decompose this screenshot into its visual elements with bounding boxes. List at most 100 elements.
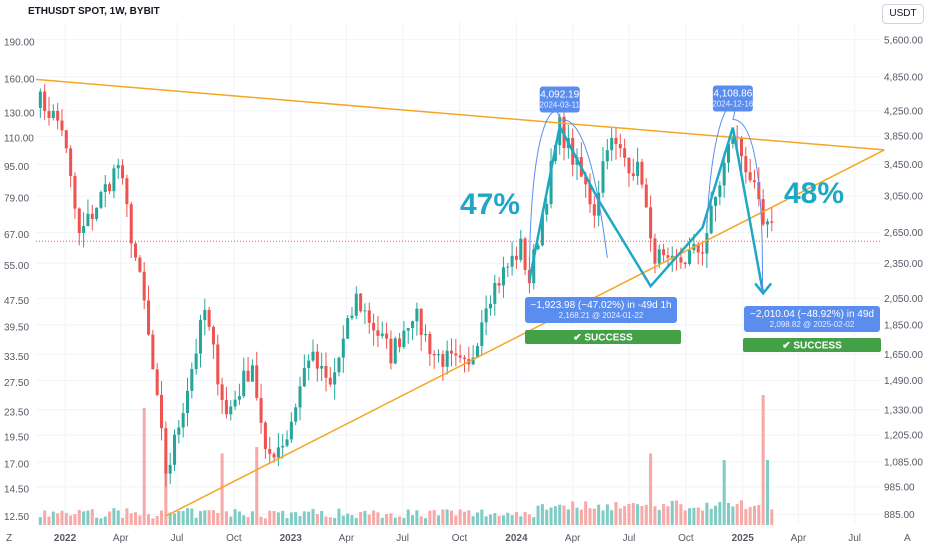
volume-bar — [540, 504, 544, 525]
volume-bar — [276, 512, 280, 525]
volume-bar — [116, 510, 120, 525]
candle-body — [211, 326, 215, 345]
volume-bar — [748, 507, 752, 525]
volume-bar — [311, 508, 315, 525]
volume-bar — [726, 502, 731, 525]
volume-bar — [185, 508, 190, 525]
candle-body — [510, 255, 514, 267]
volume-bar — [588, 508, 592, 525]
volume-bar — [601, 510, 605, 525]
x-axis-tick: Apr — [113, 533, 129, 544]
volume-bar — [653, 506, 657, 525]
volume-bar — [614, 501, 618, 525]
descending-trendline — [35, 78, 885, 151]
volume-bar — [705, 502, 709, 525]
candle-body — [385, 333, 389, 339]
candle-body — [328, 377, 332, 385]
volume-bar — [307, 511, 311, 525]
volume-bar — [506, 512, 510, 525]
candle-body — [155, 369, 159, 395]
volume-bar — [735, 504, 739, 525]
candle-body — [506, 266, 510, 268]
volume-bar — [709, 508, 713, 525]
volume-bar — [592, 508, 596, 525]
candle-body — [376, 330, 380, 336]
left-axis-tick: 79.00 — [4, 194, 29, 205]
volume-bar — [125, 508, 129, 525]
candle-body — [302, 368, 306, 387]
candle-body — [108, 184, 112, 192]
measure-arc-left-down — [559, 119, 608, 258]
candle-body — [324, 365, 328, 378]
candle-body — [341, 338, 345, 358]
candle-body — [220, 384, 224, 401]
volume-bar — [216, 512, 220, 525]
pattern-arrowhead — [754, 282, 773, 296]
candle-body — [333, 372, 337, 385]
volume-bar — [636, 504, 640, 525]
x-axis-tick: Jul — [171, 533, 184, 544]
candle-body — [701, 252, 705, 254]
candle-body — [285, 439, 289, 446]
volume-bar — [181, 510, 185, 525]
right-axis-tick: 985.00 — [884, 483, 915, 494]
volume-bar — [298, 516, 302, 525]
volume-bar — [82, 511, 86, 525]
candle-body — [532, 249, 536, 284]
candle-body — [484, 308, 488, 323]
volume-bar — [770, 509, 774, 525]
candle-body — [363, 310, 367, 312]
left-axis-tick: 33.50 — [4, 352, 29, 363]
pattern-zigzag — [528, 122, 765, 294]
candle-body — [588, 184, 592, 205]
currency-unit-badge[interactable]: USDT — [882, 4, 924, 24]
candle-body — [160, 394, 164, 429]
candle-body — [657, 249, 661, 264]
x-axis: 2022 Apr Jul Oct 2023 Apr Jul Oct 2024 Apr Jul Oct 2… — [54, 533, 861, 544]
candle-body — [757, 182, 761, 200]
volume-bar — [220, 453, 224, 525]
volume-bar — [242, 515, 246, 525]
candle-body — [545, 204, 549, 215]
candle-body — [688, 250, 692, 264]
annotation-text: 4,108.86 — [713, 89, 752, 100]
volume-bar — [229, 516, 233, 525]
percent-label-right: 48% — [784, 177, 844, 210]
volume-bar — [571, 501, 575, 525]
right-axis-tick: 2,650.00 — [884, 228, 923, 239]
x-axis-tick: Jul — [623, 533, 636, 544]
candle-body — [523, 238, 527, 270]
volume-bar — [250, 511, 254, 525]
volume-bar — [666, 506, 670, 525]
candle-body — [709, 205, 713, 234]
candle-body — [246, 370, 250, 382]
left-axis-tick: 190.00 — [4, 37, 35, 48]
volume-bar — [549, 507, 553, 525]
candle-body — [722, 162, 726, 186]
annotation-text: 2024-12-16 — [712, 100, 753, 109]
candle-body — [294, 407, 298, 422]
candle-body — [73, 175, 77, 209]
volume-bar — [428, 510, 432, 525]
candle-body — [190, 369, 194, 391]
candle-body — [752, 180, 756, 183]
candle-body — [151, 334, 155, 370]
right-axis-tick: 5,600.00 — [884, 35, 923, 46]
volume-bar — [138, 515, 142, 525]
candle-body — [337, 357, 341, 373]
candle-body — [411, 321, 415, 329]
candle-body — [497, 282, 501, 286]
volume-bar — [471, 516, 475, 525]
candle-body — [705, 233, 709, 254]
volume-bar — [462, 511, 467, 525]
volume-bar — [129, 513, 133, 525]
volume-bar — [237, 511, 241, 525]
candle-body — [194, 353, 198, 370]
volume-bar — [112, 508, 116, 525]
left-axis-tick: 110.00 — [4, 134, 34, 145]
candle-body — [683, 262, 687, 264]
candle-body — [584, 176, 588, 185]
